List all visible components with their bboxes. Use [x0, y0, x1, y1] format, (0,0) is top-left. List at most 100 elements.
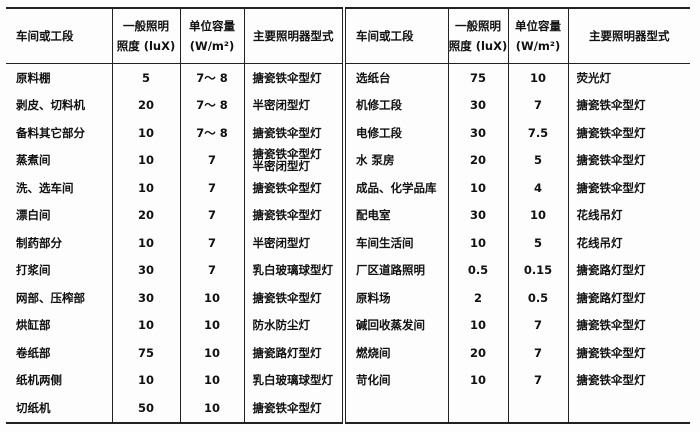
right-lux-cell: 20	[447, 146, 508, 174]
right-lux-cell: 30	[447, 201, 508, 229]
header-lamp: 主要照明器型式	[243, 8, 344, 64]
right-lamp-cell: 荧光灯	[567, 63, 690, 92]
right-lux-cell: 10	[447, 174, 508, 202]
right-lux-cell: 75	[447, 63, 508, 92]
right-capacity-cell: 7	[507, 311, 568, 339]
header-capacity-right: 单位容量 (W/m²)	[507, 8, 568, 64]
left-lamp-cell: 搪瓷铁伞型灯 半密闭型灯	[243, 146, 344, 174]
left-lux-cell: 10	[111, 146, 180, 174]
right-lamp-cell	[567, 394, 690, 424]
left-capacity-cell: 7	[179, 174, 244, 202]
right-lamp-cell: 搪瓷铁伞型灯	[567, 146, 690, 174]
right-capacity-cell: 4	[507, 174, 568, 202]
right-lux-cell: 20	[447, 339, 508, 367]
left-lux-cell: 10	[111, 174, 180, 202]
left-section-cell: 烘缸部	[16, 318, 51, 333]
left-lux-cell: 20	[111, 91, 180, 119]
right-lamp-cell: 搪瓷铁伞型灯	[567, 119, 690, 147]
left-section-cell: 漂白间	[16, 208, 51, 223]
left-lux-cell: 5	[111, 63, 180, 92]
right-capacity-cell: 5	[507, 146, 568, 174]
header-capacity-line1: 单位容量	[189, 19, 235, 33]
left-section-cell: 网部、压榨部	[16, 290, 85, 305]
right-capacity-cell: 0.15	[507, 256, 568, 284]
right-lux-cell: 10	[447, 229, 508, 257]
header-illuminance: 一般照明照度 (luX)	[111, 8, 180, 64]
left-lux-cell: 10	[111, 229, 180, 257]
right-section-cell: 电修工段	[342, 119, 448, 147]
left-lux-cell: 10	[111, 119, 180, 147]
right-lamp-cell: 搪瓷铁伞型灯	[567, 366, 690, 394]
left-lamp-cell: 半密闭型灯	[243, 229, 344, 257]
left-section-cell: 洗、选车间	[16, 180, 74, 195]
right-capacity-cell: 7	[507, 91, 568, 119]
right-lamp-cell: 花线吊灯	[567, 201, 690, 229]
table-row: 烘缸部 10 10 防水防尘灯 碱回收蒸发间 10 7 搪瓷铁伞型灯	[6, 311, 690, 339]
table-row: 洗、选车间 10 7 搪瓷铁伞型灯 成品、化学品库 10 4 搪瓷铁伞型灯	[6, 174, 690, 202]
left-capacity-cell: 10	[179, 311, 244, 339]
left-lamp-cell: 搪瓷铁伞型灯	[243, 119, 344, 147]
right-lux-cell: 30	[447, 119, 508, 147]
right-lux-cell: 0.5	[447, 256, 508, 284]
right-section-cell: 车间生活间	[342, 229, 448, 257]
left-capacity-cell: 7～ 8	[179, 91, 244, 119]
table-row: 纸机两侧 10 10 乳白玻璃球型灯 苛化间 10 7 搪瓷铁伞型灯	[6, 366, 690, 394]
right-lamp-cell: 搪瓷铁伞型灯	[567, 174, 690, 202]
left-section-cell: 蒸煮间	[16, 153, 51, 168]
left-capacity-cell: 7	[179, 146, 244, 174]
table-row: 剥皮、切料机 20 7～ 8 半密闭型灯 机修工段 30 7 搪瓷铁伞型灯	[6, 91, 690, 119]
left-lamp-cell: 搪瓷铁伞型灯	[243, 63, 344, 92]
header-row: 车间或工段 一般照明照度 (luX) 单位容量 (W/m²) 主要照明器型式 车间…	[6, 8, 690, 64]
left-section-cell: 切纸机	[6, 394, 112, 424]
right-lamp-cell: 搪瓷铁伞型灯	[567, 311, 690, 339]
right-lux-cell: 10	[447, 311, 508, 339]
left-lamp-cell: 防水防尘灯	[243, 311, 344, 339]
header-lamp-right: 主要照明器型式	[567, 8, 690, 64]
header-illuminance-line2-right: 照度 (luX)	[448, 39, 508, 53]
left-lamp-cell: 搪瓷铁伞型灯	[243, 284, 344, 312]
left-lamp-cell: 搪瓷路灯型灯	[243, 339, 344, 367]
header-capacity-line2: (W/m²)	[189, 39, 235, 53]
table-row: 切纸机 50 10 搪瓷铁伞型灯	[6, 394, 690, 424]
header-illuminance-line1-right: 一般照明	[455, 19, 501, 33]
right-section-cell: 碱回收蒸发间	[342, 311, 448, 339]
right-capacity-cell: 10	[507, 201, 568, 229]
left-capacity-cell: 7	[179, 201, 244, 229]
right-capacity-cell: 0.5	[507, 284, 568, 312]
right-lux-cell: 2	[447, 284, 508, 312]
left-section-cell: 卷纸部	[16, 345, 51, 360]
left-lamp-cell: 半密闭型灯	[243, 91, 344, 119]
left-capacity-cell: 7～ 8	[179, 119, 244, 147]
right-section-cell: 成品、化学品库	[342, 174, 448, 202]
header-illuminance-line1: 一般照明	[123, 19, 169, 33]
left-section-cell: 剥皮、切料机	[16, 98, 85, 113]
left-capacity-cell: 10	[179, 284, 244, 312]
left-section-cell: 备料其它部分	[16, 125, 85, 140]
header-illuminance-right: 一般照明照度 (luX)	[447, 8, 508, 64]
right-lux-cell: 10	[447, 366, 508, 394]
left-lamp-cell: 乳白玻璃球型灯	[243, 256, 344, 284]
right-capacity-cell: 10	[507, 63, 568, 92]
right-capacity-cell: 7	[507, 366, 568, 394]
left-section-cell: 制药部分	[16, 235, 62, 250]
right-section-cell: 苛化间	[342, 366, 448, 394]
header-capacity-line2-right: (W/m²)	[515, 39, 561, 53]
left-lux-cell: 10	[111, 311, 180, 339]
left-capacity-cell: 10	[179, 339, 244, 367]
right-lamp-cell: 搪瓷路灯型灯	[567, 256, 690, 284]
left-capacity-cell: 10	[179, 366, 244, 394]
left-lux-cell: 50	[111, 394, 180, 424]
table-row: 卷纸部 75 10 搪瓷路灯型灯 燃烧间 20 7 搪瓷铁伞型灯	[6, 339, 690, 367]
left-capacity-cell: 7	[179, 256, 244, 284]
right-section-cell: 选纸台	[342, 63, 448, 92]
right-section-cell: 水 泵房	[342, 146, 448, 174]
table-row: 漂白间 20 7 搪瓷铁伞型灯 配电室 30 10 花线吊灯	[6, 201, 690, 229]
header-capacity: 单位容量 (W/m²)	[179, 8, 244, 64]
header-section: 车间或工段	[6, 8, 112, 64]
lighting-table: 车间或工段 一般照明照度 (luX) 单位容量 (W/m²) 主要照明器型式 车间…	[6, 7, 690, 424]
header-section-right: 车间或工段	[342, 8, 448, 64]
table-row: 打浆间 30 7 乳白玻璃球型灯 厂区道路照明 0.5 0.15 搪瓷路灯型灯	[6, 256, 690, 284]
header-illuminance-line2: 照度 (luX)	[116, 39, 176, 53]
right-section-cell: 原料场	[342, 284, 448, 312]
